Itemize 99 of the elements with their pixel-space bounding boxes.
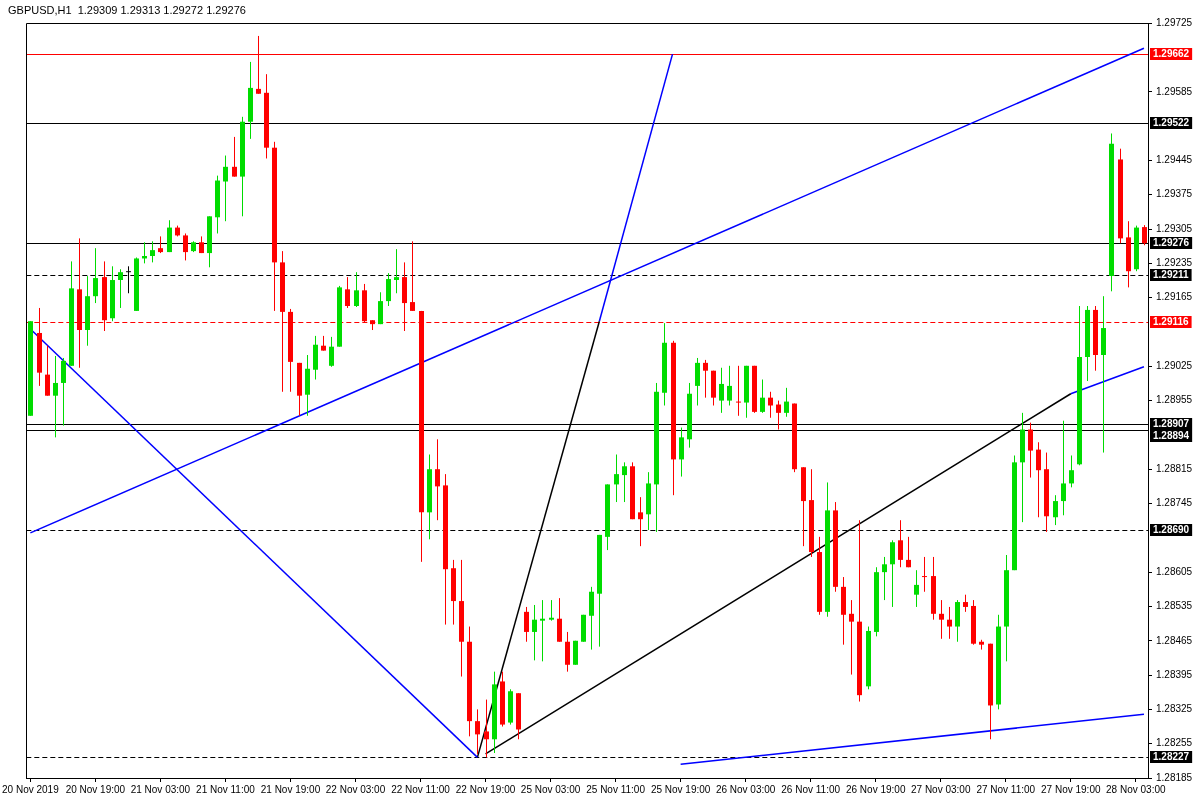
candlestick xyxy=(394,248,399,294)
candlestick xyxy=(622,461,627,503)
candlestick xyxy=(532,604,537,661)
candlestick xyxy=(549,599,554,622)
x-tick-label: 27 Nov 03:00 xyxy=(910,783,971,795)
candlestick xyxy=(614,454,619,503)
ref-line-label: 1.28690 xyxy=(1153,524,1190,536)
ref-line-label: 1.28227 xyxy=(1153,751,1190,763)
candlestick xyxy=(939,599,944,640)
candlestick xyxy=(849,599,854,676)
y-tick-label: 1.28185 xyxy=(1156,771,1193,783)
candlestick xyxy=(784,387,789,418)
x-tick-label: 22 Nov 11:00 xyxy=(391,783,451,795)
y-tick-label: 1.28815 xyxy=(1156,462,1193,474)
candlestick xyxy=(727,365,732,406)
x-tick-label: 21 Nov 11:00 xyxy=(196,783,256,795)
candlestick xyxy=(329,336,334,368)
y-tick-label: 1.29585 xyxy=(1156,85,1193,97)
candlestick xyxy=(922,556,927,593)
candlestick xyxy=(890,539,895,608)
candlestick xyxy=(232,136,237,178)
x-tick-label: 20 Nov 2019 xyxy=(2,783,60,795)
y-tick-label: 1.29025 xyxy=(1156,360,1193,372)
candlestick xyxy=(223,155,228,222)
candlestick xyxy=(947,606,952,640)
y-tick-label: 1.29235 xyxy=(1156,257,1193,269)
candlestick xyxy=(45,345,50,397)
candlestick xyxy=(183,232,188,261)
candlestick xyxy=(435,438,440,521)
candlestick xyxy=(760,379,765,414)
candlestick xyxy=(1061,420,1066,516)
candlestick xyxy=(906,536,911,568)
candlestick xyxy=(565,631,570,673)
x-tick-label: 27 Nov 11:00 xyxy=(976,783,1036,795)
candlestick xyxy=(118,268,123,309)
x-tick-label: 25 Nov 11:00 xyxy=(586,783,646,795)
candlestick xyxy=(484,699,489,758)
candlestick xyxy=(914,569,919,608)
y-tick-label: 1.29725 xyxy=(1156,16,1193,28)
candlestick xyxy=(882,556,887,601)
x-tick-label: 25 Nov 03:00 xyxy=(520,783,581,795)
x-tick-label: 25 Nov 19:00 xyxy=(650,783,711,795)
x-tick-label: 21 Nov 03:00 xyxy=(130,783,191,795)
y-tick-label: 1.29445 xyxy=(1156,154,1193,166)
candlestick xyxy=(53,355,58,438)
y-tick-label: 1.28955 xyxy=(1156,394,1193,406)
candlestick xyxy=(703,359,708,399)
y-tick-label: 1.28255 xyxy=(1156,737,1193,749)
y-tick-label: 1.28535 xyxy=(1156,600,1193,612)
candlestick xyxy=(695,357,700,406)
x-tick-label: 21 Nov 19:00 xyxy=(260,783,321,795)
candlestick xyxy=(1036,441,1041,518)
candlestick xyxy=(557,597,562,643)
ref-line-label: 1.28907 xyxy=(1153,418,1190,430)
candlestick xyxy=(679,427,684,478)
candlestick xyxy=(345,276,350,309)
y-tick-label: 1.28395 xyxy=(1156,668,1193,680)
x-tick-label: 28 Nov 03:00 xyxy=(1106,783,1166,795)
candlestick xyxy=(1069,455,1074,488)
ref-line-label: 1.28894 xyxy=(1153,430,1190,442)
candlestick xyxy=(638,496,643,547)
x-tick-label: 26 Nov 11:00 xyxy=(781,783,841,795)
y-tick-label: 1.29375 xyxy=(1156,188,1193,200)
candlestick xyxy=(386,272,391,307)
candlestick xyxy=(378,291,383,325)
x-tick-label: 22 Nov 03:00 xyxy=(325,783,386,795)
candlestick xyxy=(898,519,903,568)
y-tick-label: 1.28745 xyxy=(1156,497,1193,509)
ref-line-label: 1.29276 xyxy=(1153,237,1190,249)
x-tick-label: 27 Nov 19:00 xyxy=(1041,783,1101,795)
candlestick xyxy=(93,247,98,304)
ref-line-label: 1.29116 xyxy=(1153,316,1190,328)
candlestick xyxy=(736,365,741,417)
candlestick xyxy=(524,606,529,643)
y-tick-label: 1.28465 xyxy=(1156,634,1193,646)
ref-line-label: 1.29662 xyxy=(1153,48,1190,60)
candlestick xyxy=(768,391,773,419)
ref-line-label: 1.29211 xyxy=(1153,269,1190,281)
candlestick xyxy=(776,400,781,431)
x-tick-label: 22 Nov 19:00 xyxy=(455,783,516,795)
y-tick-label: 1.29165 xyxy=(1156,291,1193,303)
candlestick xyxy=(1142,224,1147,246)
x-tick-label: 20 Nov 19:00 xyxy=(65,783,126,795)
y-tick-label: 1.29305 xyxy=(1156,222,1193,234)
y-tick-label: 1.28325 xyxy=(1156,703,1193,715)
y-tick-label: 1.28605 xyxy=(1156,565,1193,577)
candlestick xyxy=(540,599,545,662)
candlestick xyxy=(1053,494,1058,526)
candlestick xyxy=(719,367,724,414)
candlestick xyxy=(410,240,415,312)
chart-title: GBPUSD,H1 1.29309 1.29313 1.29272 1.29276 xyxy=(8,3,246,16)
x-tick-label: 26 Nov 03:00 xyxy=(715,783,776,795)
ref-line-label: 1.29522 xyxy=(1153,117,1190,129)
candlestick xyxy=(354,271,359,308)
x-tick-label: 26 Nov 19:00 xyxy=(845,783,906,795)
candlestick xyxy=(1028,422,1033,479)
candlestick xyxy=(61,357,66,427)
candlestick xyxy=(150,240,155,263)
candlestick xyxy=(475,708,480,755)
